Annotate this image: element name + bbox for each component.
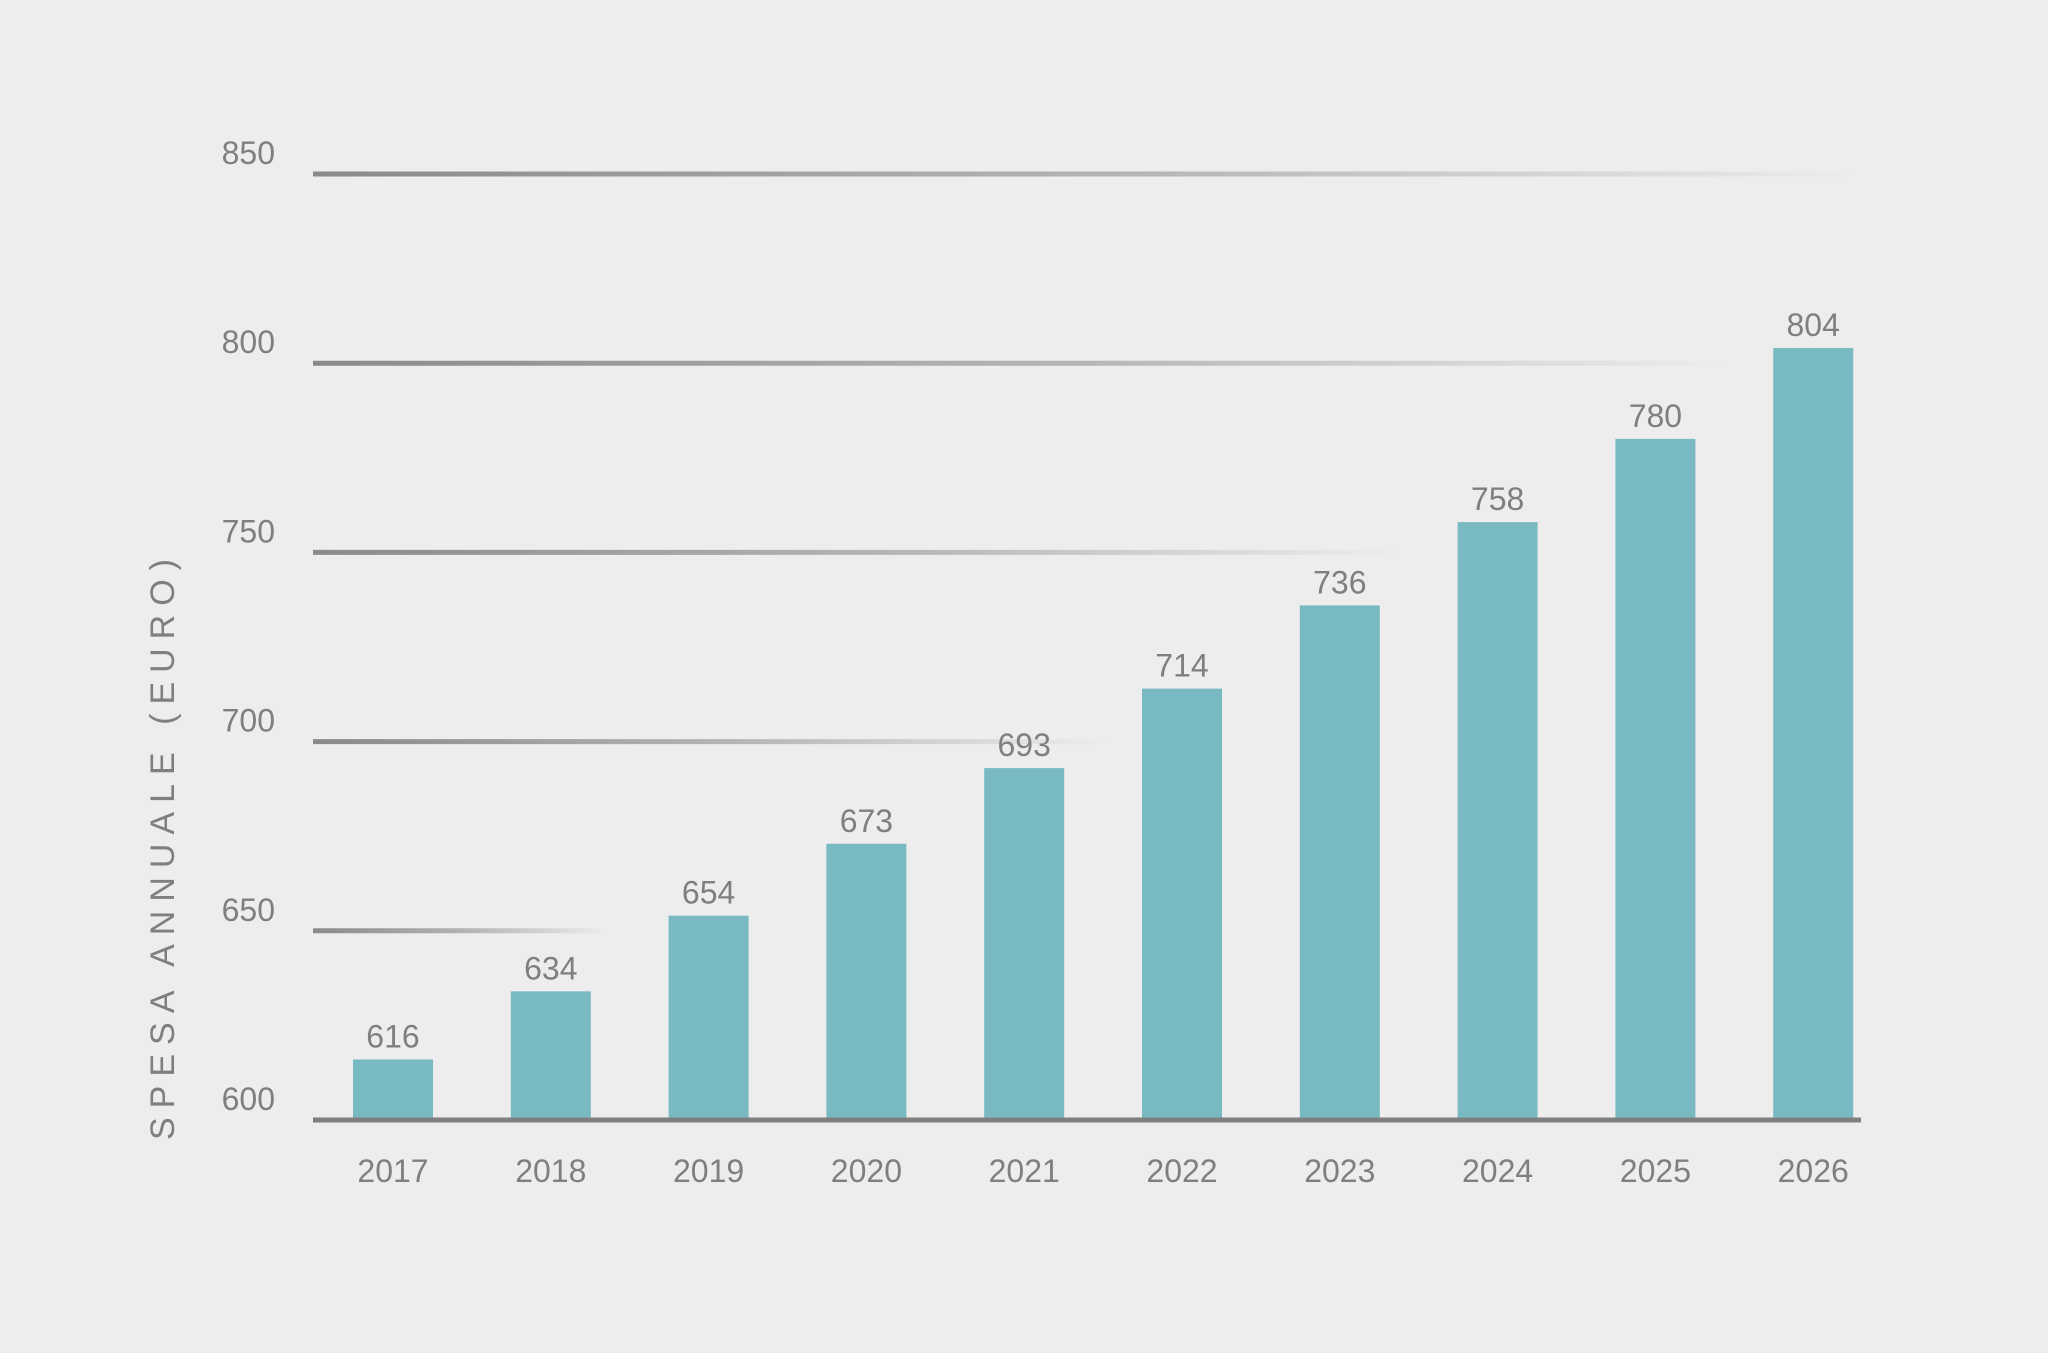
x-tick-label-2024: 2024 [1462,1153,1533,1189]
x-tick-label-2017: 2017 [357,1153,428,1189]
gridlines [313,171,1860,934]
bar-value-label-2023: 736 [1313,564,1366,600]
y-tick-label-850: 850 [222,135,275,171]
x-tick-label-2023: 2023 [1304,1153,1375,1189]
x-tick-label-2020: 2020 [831,1153,902,1189]
bar-2021 [984,768,1065,1120]
x-tick-label-2025: 2025 [1620,1153,1691,1189]
bar-2026 [1773,348,1854,1121]
bar-2022 [1142,688,1222,1120]
bar-value-label-2024: 758 [1471,481,1524,517]
bar-value-label-2022: 714 [1155,648,1208,684]
bar-2019 [668,915,749,1120]
x-tick-label-2022: 2022 [1146,1153,1217,1189]
y-axis-tick-labels: 600 650 700 750 800 850 [222,135,275,1117]
y-tick-label-650: 650 [222,892,275,928]
x-axis-tick-labels: 2017 2018 2019 2020 2021 2022 2023 2024 2025 2026 [357,1153,1848,1189]
bar-value-label-2019: 654 [682,875,735,911]
bar-2023 [1299,605,1380,1120]
x-tick-label-2021: 2021 [989,1153,1060,1189]
bar-2025 [1615,438,1696,1120]
bars [353,348,1854,1121]
bar-value-label-2026: 804 [1787,307,1840,343]
bar-value-labels: 616 634 654 673 693 714 736 758 780 804 [366,307,1840,1054]
bar-2017 [353,1059,433,1120]
x-tick-label-2026: 2026 [1778,1153,1849,1189]
bar-value-label-2025: 780 [1629,398,1682,434]
y-tick-label-800: 800 [222,324,275,360]
bar-2018 [510,991,591,1120]
y-tick-label-700: 700 [222,703,275,739]
y-tick-label-750: 750 [222,513,275,549]
bar-value-label-2020: 673 [840,803,893,839]
bar-2024 [1457,522,1538,1120]
bar-value-label-2018: 634 [524,950,577,986]
x-tick-label-2019: 2019 [673,1153,744,1189]
bar-value-label-2017: 616 [366,1018,419,1054]
y-axis-label: SPESA ANNUALE (EURO) [144,550,182,1140]
x-tick-label-2018: 2018 [515,1153,586,1189]
bar-2020 [826,843,907,1120]
y-tick-label-600: 600 [222,1081,275,1117]
bar-value-label-2021: 693 [998,727,1051,763]
